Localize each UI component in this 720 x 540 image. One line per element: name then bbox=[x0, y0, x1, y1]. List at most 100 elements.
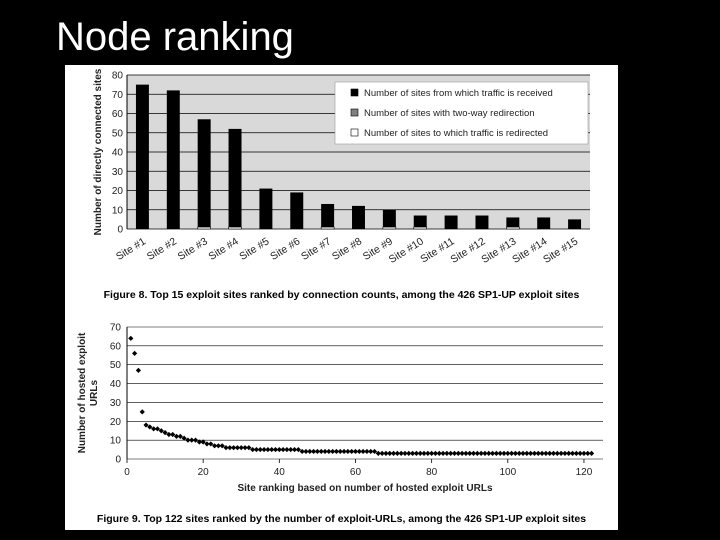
data-point bbox=[322, 448, 328, 455]
data-point bbox=[345, 448, 351, 455]
data-point bbox=[352, 448, 359, 455]
data-point bbox=[231, 445, 237, 451]
data-point bbox=[307, 448, 313, 455]
data-point bbox=[291, 446, 298, 453]
legend-swatch bbox=[350, 108, 359, 117]
data-point bbox=[181, 435, 187, 441]
data-point bbox=[276, 446, 282, 453]
data-point bbox=[330, 448, 336, 455]
figure-9-caption: Figure 9. Top 122 sites ranked by the nu… bbox=[96, 513, 587, 525]
data-point bbox=[223, 445, 229, 451]
data-point bbox=[303, 448, 309, 455]
y-tick-label: 40 bbox=[112, 148, 124, 159]
legend-label: Number of sites to which traffic is redi… bbox=[364, 128, 548, 139]
data-point bbox=[524, 450, 530, 456]
data-point bbox=[333, 448, 340, 455]
y-tick-label: 40 bbox=[110, 379, 122, 390]
bar-1 bbox=[413, 215, 427, 229]
bar-3 bbox=[228, 226, 242, 230]
data-point bbox=[135, 367, 142, 373]
x-tick-label: 80 bbox=[426, 467, 438, 478]
y-tick-label: 20 bbox=[112, 186, 124, 197]
bar-1 bbox=[475, 215, 489, 229]
x-tick-label: 100 bbox=[499, 467, 516, 478]
x-tick-label: Site #4 bbox=[207, 235, 241, 263]
bar-3 bbox=[506, 226, 520, 230]
data-point bbox=[242, 445, 248, 451]
data-point bbox=[588, 450, 595, 456]
data-point bbox=[410, 450, 416, 456]
y-tick-label: 70 bbox=[112, 90, 124, 101]
data-point bbox=[383, 450, 389, 456]
data-point bbox=[554, 450, 560, 456]
bar-3 bbox=[320, 226, 335, 230]
data-point bbox=[566, 450, 572, 456]
data-point bbox=[360, 448, 366, 455]
data-point bbox=[440, 450, 446, 456]
y-tick-label: 30 bbox=[110, 398, 122, 409]
bar-1 bbox=[537, 217, 551, 229]
x-tick-label: Site #1 bbox=[114, 235, 148, 263]
bar-1 bbox=[135, 84, 149, 229]
x-tick-label: Site #15 bbox=[541, 235, 580, 266]
data-point bbox=[246, 445, 252, 451]
figure-panel: 0 10 20 30 40 50 60 70 80 Number of directly conn… bbox=[65, 65, 618, 530]
data-point bbox=[493, 450, 499, 456]
bar-1 bbox=[197, 119, 211, 229]
y-tick-label: 0 bbox=[115, 455, 121, 466]
y-tick-label: 50 bbox=[110, 360, 122, 371]
bar-1 bbox=[321, 203, 335, 229]
legend-box bbox=[334, 81, 589, 145]
legend-swatch bbox=[350, 88, 359, 97]
data-point bbox=[509, 450, 515, 456]
data-point bbox=[147, 424, 153, 430]
bar-1 bbox=[166, 90, 180, 230]
legend-swatch bbox=[350, 128, 359, 137]
data-point bbox=[234, 445, 241, 451]
data-point bbox=[132, 350, 138, 356]
x-tick-label: Site #10 bbox=[387, 235, 426, 266]
y-tick-label: 0 bbox=[117, 225, 123, 236]
y-axis-label: Number of directly connected sites bbox=[93, 68, 104, 235]
data-point bbox=[219, 443, 225, 449]
bar-3 bbox=[197, 226, 211, 230]
data-point bbox=[356, 448, 362, 455]
y-tick-label: 50 bbox=[112, 128, 124, 139]
data-point bbox=[341, 448, 347, 455]
data-point bbox=[562, 450, 568, 456]
data-point bbox=[482, 450, 488, 456]
y-tick-label: 10 bbox=[110, 436, 122, 447]
y-tick-label: 80 bbox=[112, 71, 124, 82]
data-point bbox=[512, 450, 519, 456]
x-axis-label: Site ranking based on number of hosted e… bbox=[237, 483, 492, 494]
data-point bbox=[451, 450, 458, 456]
data-point bbox=[238, 445, 244, 451]
data-point bbox=[558, 450, 564, 456]
slide-title: Node ranking bbox=[56, 15, 294, 59]
x-tick-label: 20 bbox=[198, 467, 210, 478]
data-point bbox=[520, 450, 526, 456]
data-point bbox=[425, 450, 431, 456]
bar-1 bbox=[259, 188, 273, 229]
x-tick-label: 60 bbox=[350, 467, 362, 478]
bar-1 bbox=[290, 192, 304, 229]
data-point bbox=[364, 448, 370, 455]
x-tick-label: 120 bbox=[576, 467, 593, 478]
x-tick-label: Site #5 bbox=[237, 235, 271, 263]
data-point bbox=[265, 446, 271, 453]
data-point bbox=[227, 445, 233, 451]
data-point bbox=[539, 450, 545, 456]
y-tick-label: 30 bbox=[112, 167, 124, 178]
figure-9-scatter-chart: 0 10 20 30 40 50 60 70 0 20 40 60 80 100 120 Site ranki… bbox=[77, 323, 603, 494]
x-tick-label: 0 bbox=[124, 467, 130, 478]
data-point bbox=[326, 448, 332, 455]
legend-label: Number of sites with two-way redirection bbox=[364, 108, 535, 119]
data-point bbox=[371, 448, 378, 455]
data-point bbox=[531, 450, 538, 456]
data-point bbox=[535, 450, 541, 456]
y-tick-label: 20 bbox=[110, 417, 122, 428]
legend-label: Number of sites from which traffic is re… bbox=[364, 88, 553, 99]
data-point bbox=[215, 443, 221, 449]
bar-1 bbox=[352, 205, 365, 229]
data-point bbox=[368, 448, 374, 455]
